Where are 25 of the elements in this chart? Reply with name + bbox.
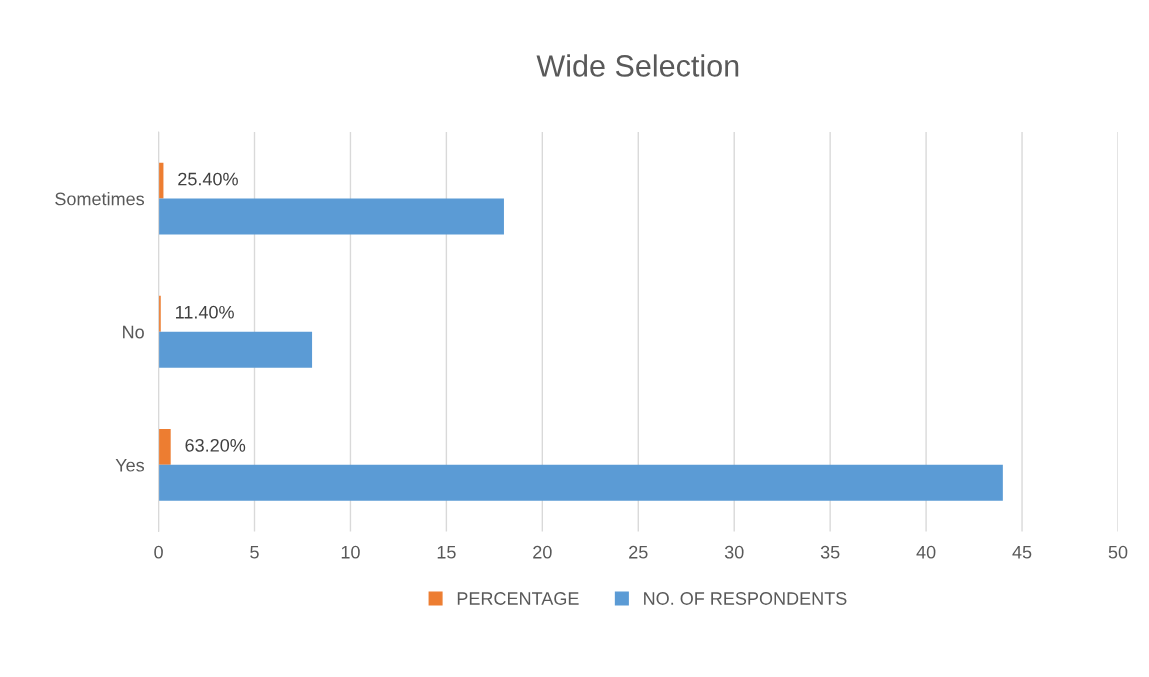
x-tick-label: 50 <box>1108 545 1128 559</box>
bar <box>158 464 1003 501</box>
legend-label: NO. OF RESPONDENTS <box>644 592 847 605</box>
y-tick-label: Yes <box>115 458 145 472</box>
x-tick-label: 15 <box>437 546 456 559</box>
y-tick-label: Sometimes <box>55 192 145 206</box>
chart-title: Wide Selection <box>536 54 739 77</box>
x-tick-label: 45 <box>1012 546 1032 559</box>
bar <box>158 428 171 465</box>
data-label: 11.40% <box>176 305 234 319</box>
y-tick-label: No <box>123 325 144 339</box>
x-tick-label: 10 <box>341 545 360 559</box>
bar <box>158 295 161 332</box>
bar <box>158 198 504 235</box>
legend-label: PERCENTAGE <box>457 592 579 605</box>
x-tick-label: 35 <box>820 545 840 559</box>
x-tick-label: 5 <box>250 546 259 559</box>
data-label: 25.40% <box>178 172 238 186</box>
data-label: 63.20% <box>185 438 246 452</box>
bar <box>158 331 313 368</box>
x-tick-label: 40 <box>916 545 936 559</box>
x-tick-label: 0 <box>154 545 163 559</box>
x-tick-label: 25 <box>629 545 648 559</box>
x-tick-label: 30 <box>724 545 744 559</box>
x-tick-label: 20 <box>533 545 552 559</box>
